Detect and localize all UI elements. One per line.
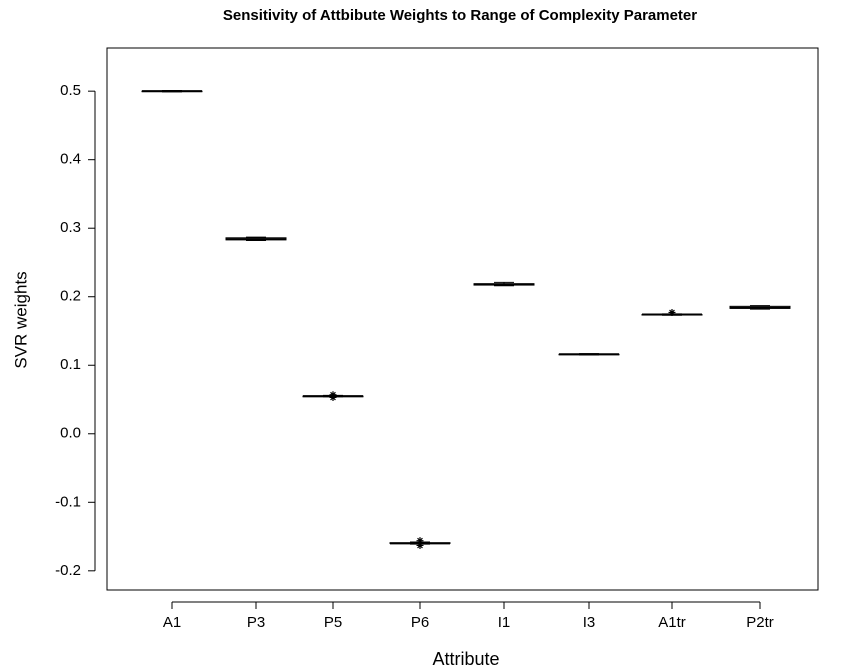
outlier — [668, 308, 676, 316]
y-tick-label: 0.4 — [60, 151, 81, 168]
outlier — [416, 541, 424, 549]
x-tick-label: I3 — [583, 614, 596, 631]
y-tick-label: -0.1 — [55, 493, 81, 510]
y-tick-label: 0.0 — [60, 425, 81, 442]
x-tick-label: P6 — [411, 614, 429, 631]
y-axis-label: SVR weights — [11, 271, 30, 368]
outlier — [329, 391, 337, 399]
plot-frame — [106, 47, 819, 591]
x-axis-label: Attribute — [432, 649, 499, 669]
outlier — [416, 537, 424, 545]
y-tick-label: 0.1 — [60, 356, 81, 373]
x-tick-label: P3 — [247, 614, 265, 631]
y-tick-label: -0.2 — [55, 562, 81, 579]
y-tick-label: 0.5 — [60, 82, 81, 99]
y-tick-label: 0.2 — [60, 288, 81, 305]
x-tick-label: P5 — [324, 614, 342, 631]
x-tick-label: A1 — [163, 614, 181, 631]
x-tick-label: A1tr — [658, 614, 686, 631]
y-tick-label: 0.3 — [60, 219, 81, 236]
x-tick-label: P2tr — [746, 614, 774, 631]
x-tick-label: I1 — [498, 614, 511, 631]
chart-title: Sensitivity of Attbibute Weights to Rang… — [223, 7, 697, 24]
